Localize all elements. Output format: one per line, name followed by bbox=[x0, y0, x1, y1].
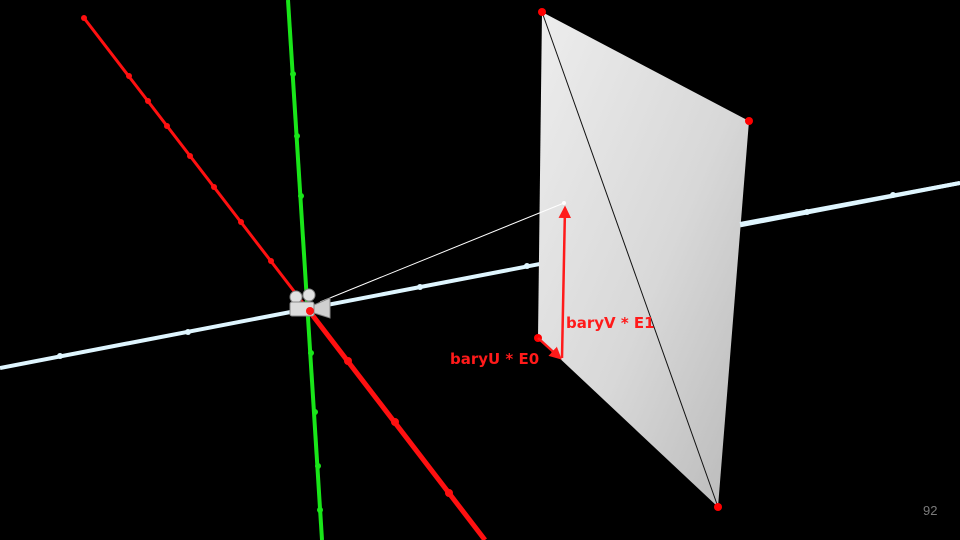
bary-u-label: baryU * E0 bbox=[450, 350, 539, 368]
page-number: 92 bbox=[923, 503, 937, 518]
e0-vector bbox=[537, 337, 562, 360]
bary-v-label: baryV * E1 bbox=[566, 314, 655, 332]
camera-icon bbox=[289, 288, 331, 319]
e1-vector bbox=[558, 205, 572, 359]
z-axis-front bbox=[739, 181, 960, 226]
triangle-plane bbox=[538, 11, 749, 508]
x-axis bbox=[81, 15, 487, 540]
ray-line bbox=[319, 202, 565, 303]
bary-vectors bbox=[537, 205, 572, 360]
hit-point bbox=[562, 201, 566, 205]
y-axis bbox=[286, 0, 324, 540]
